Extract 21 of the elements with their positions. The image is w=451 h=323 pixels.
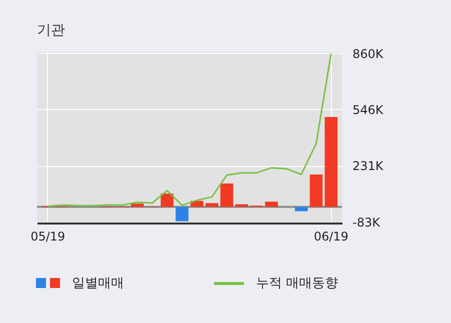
y-tick-label: 546K: [352, 102, 384, 117]
x-tick-label: 05/19: [30, 230, 66, 244]
bar: [220, 184, 234, 207]
bar: [235, 204, 248, 207]
bar: [130, 204, 144, 207]
legend-label: 누적 매매동향: [256, 275, 338, 292]
legend-label: 일별매매: [72, 275, 124, 292]
chart-title: 기관: [37, 22, 65, 38]
bar: [310, 174, 323, 207]
x-tick-label: 06/19: [314, 230, 348, 244]
y-tick-label: 231K: [352, 159, 384, 174]
line-series: [47, 52, 332, 207]
bar: [205, 203, 218, 207]
bar: [294, 206, 308, 212]
bar: [160, 194, 174, 207]
bar: [176, 206, 188, 222]
bar: [190, 200, 204, 207]
bar: [324, 116, 338, 207]
y-tick-label: 860K: [352, 46, 384, 61]
y-tick-label: -83K: [352, 215, 382, 230]
bar: [265, 202, 278, 207]
